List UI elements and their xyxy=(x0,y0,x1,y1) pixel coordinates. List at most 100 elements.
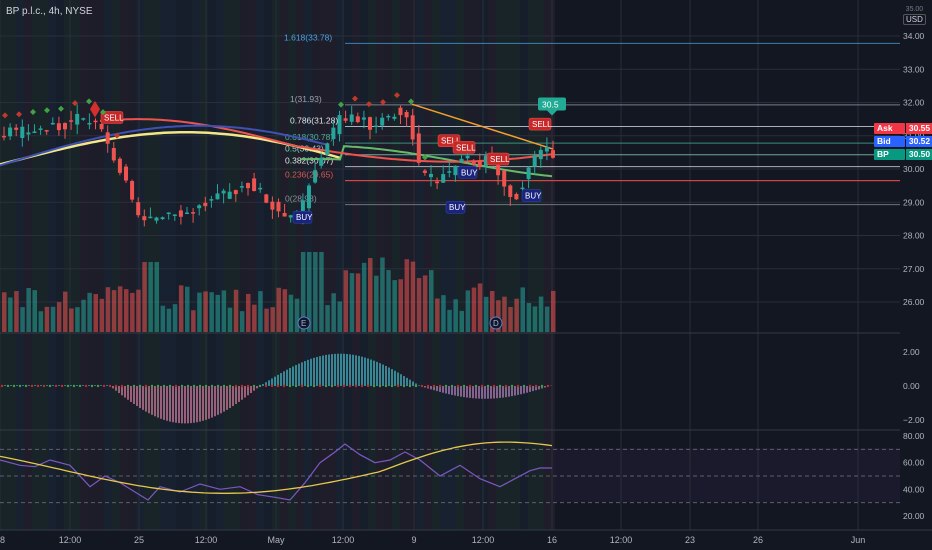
signal-label: SELL xyxy=(104,113,124,122)
background-band xyxy=(88,0,96,530)
symbol-info[interactable]: BP p.l.c., 4h, NYSE xyxy=(6,6,93,17)
volume-bar xyxy=(209,292,214,332)
pattern-marker xyxy=(338,101,344,108)
candle-body xyxy=(221,190,226,194)
volume-bar xyxy=(502,296,507,332)
pattern-marker xyxy=(114,132,120,139)
macd-zero-dot xyxy=(246,384,250,388)
background-band xyxy=(256,0,264,530)
background-band xyxy=(448,0,456,530)
volume-bar xyxy=(380,257,385,332)
candle-body xyxy=(435,181,440,184)
background-band xyxy=(240,0,248,530)
background-band xyxy=(64,0,72,530)
pattern-marker xyxy=(44,107,50,114)
volume-bar xyxy=(26,287,31,332)
macd-zero-dot xyxy=(414,384,418,388)
background-band xyxy=(96,0,104,530)
macd-zero-dot xyxy=(270,384,274,388)
pattern-marker xyxy=(366,101,372,108)
macd-zero-dot xyxy=(12,384,16,388)
macd-zero-dot xyxy=(378,384,382,388)
macd-zero-dot xyxy=(258,384,262,388)
macd-zero-dot xyxy=(312,384,316,388)
macd-axis-label: −2.00 xyxy=(903,415,925,425)
volume-bar xyxy=(44,306,50,332)
volume-bar xyxy=(361,262,367,332)
macd-zero-dot xyxy=(150,384,154,388)
volume-bar xyxy=(465,290,471,332)
candle-body xyxy=(32,131,37,133)
macd-zero-dot xyxy=(30,384,34,388)
candle-body xyxy=(392,116,397,119)
background-band xyxy=(488,0,496,530)
macd-zero-dot xyxy=(408,384,412,388)
volume-bar xyxy=(2,292,7,332)
macd-zero-dot xyxy=(372,384,376,388)
macd-zero-dot xyxy=(42,384,46,388)
macd-zero-dot xyxy=(222,384,226,388)
background-band xyxy=(416,0,424,530)
macd-zero-dot xyxy=(396,384,400,388)
buy-signal xyxy=(457,166,478,179)
background-band xyxy=(544,0,552,530)
candle-body xyxy=(44,130,49,132)
volume-bar xyxy=(520,287,525,332)
volume-bar xyxy=(185,286,190,332)
candle-body xyxy=(471,160,476,165)
macd-zero-dot xyxy=(486,384,490,388)
macd-zero-dot xyxy=(216,384,220,388)
volume-bar xyxy=(325,305,330,332)
background-band xyxy=(344,0,352,530)
buy-signal xyxy=(445,200,466,214)
currency-selector[interactable]: 35.00 USD xyxy=(903,5,926,25)
macd-zero-dot xyxy=(54,384,58,388)
volume-bar xyxy=(93,294,98,332)
candle-body xyxy=(337,115,342,135)
volume-bar xyxy=(99,298,105,332)
time-axis-label: 16 xyxy=(547,535,557,545)
macd-zero-dot xyxy=(318,384,322,388)
candle-body xyxy=(142,216,147,221)
ask-value: 30.55 xyxy=(906,123,932,134)
volume-bar xyxy=(453,299,458,332)
macd-axis-label: 0.00 xyxy=(903,381,920,391)
currency-label: USD xyxy=(903,14,926,25)
macd-zero-dot xyxy=(78,384,82,388)
background-band xyxy=(168,0,176,530)
macd-zero-dot xyxy=(84,384,88,388)
macd-zero-dot xyxy=(288,384,292,388)
volume-bar xyxy=(270,307,275,332)
volume-bar xyxy=(392,280,397,332)
pattern-marker xyxy=(58,105,64,112)
candle-body xyxy=(99,123,104,130)
macd-zero-dot xyxy=(6,384,10,388)
volume-bar xyxy=(8,297,13,332)
candle-body xyxy=(124,166,128,181)
background-band xyxy=(128,0,136,530)
price-axis-label: 29.00 xyxy=(903,197,925,207)
time-axis-label: Jun xyxy=(851,535,866,545)
macd-zero-dot xyxy=(300,384,304,388)
macd-zero-dot xyxy=(498,384,502,388)
macd-zero-dot xyxy=(462,384,466,388)
bid-label: Bid xyxy=(877,136,891,146)
candle-body xyxy=(520,187,525,190)
candle-body xyxy=(313,170,318,183)
volume-bar xyxy=(441,295,446,332)
macd-zero-dot xyxy=(114,384,118,388)
candle-body xyxy=(38,128,43,130)
price-axis-label: 28.00 xyxy=(903,231,925,241)
signal-label: BUY xyxy=(525,192,542,201)
volume-bar xyxy=(368,258,373,332)
background-band xyxy=(456,0,464,530)
pattern-marker xyxy=(2,112,8,119)
macd-zero-dot xyxy=(390,384,394,388)
macd-zero-dot xyxy=(510,384,514,388)
time-axis-label: 12:00 xyxy=(195,535,218,545)
candle-body xyxy=(203,202,208,207)
background-band xyxy=(392,0,400,530)
background-band xyxy=(400,0,408,530)
